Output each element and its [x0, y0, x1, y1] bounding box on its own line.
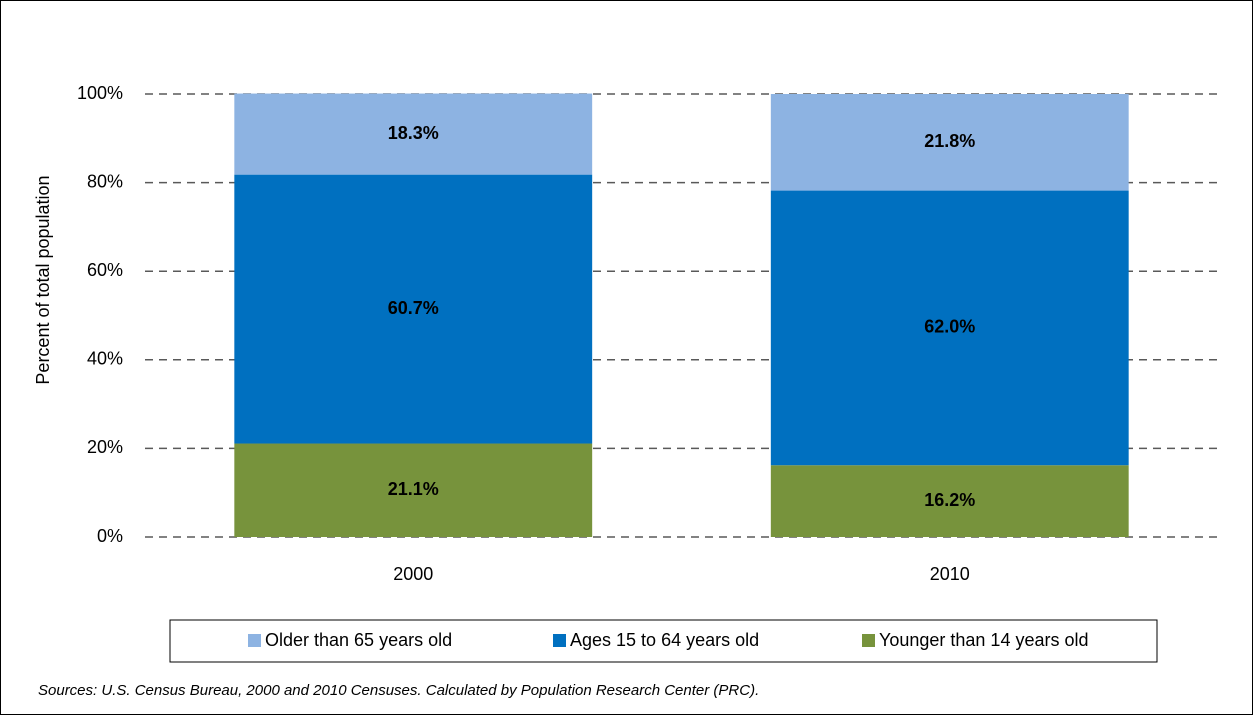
legend-box [169, 619, 1158, 663]
legend-label: Older than 65 years old [265, 630, 452, 650]
value-label: 18.3% [388, 123, 439, 143]
x-tick-label: 2000 [393, 564, 433, 584]
legend-swatch [862, 634, 875, 647]
y-tick-label: 60% [87, 260, 123, 280]
y-tick-label: 80% [87, 171, 123, 191]
y-tick-label: 0% [97, 526, 123, 546]
y-axis-label: Percent of total population [33, 175, 53, 384]
x-tick-label: 2010 [930, 564, 970, 584]
value-label: 21.1% [388, 479, 439, 499]
legend-swatch [553, 634, 566, 647]
bar-segment [770, 190, 1129, 466]
legend-label: Ages 15 to 64 years old [570, 630, 759, 650]
y-tick-label: 100% [77, 83, 123, 103]
bar-segment [234, 443, 593, 537]
bar-segment [234, 93, 593, 175]
legend-label: Younger than 14 years old [879, 630, 1089, 650]
source-note: Sources: U.S. Census Bureau, 2000 and 20… [38, 682, 759, 699]
bar-segment [770, 465, 1129, 537]
value-label: 16.2% [924, 490, 975, 510]
bar-segment [770, 94, 1129, 191]
value-label: 60.7% [388, 298, 439, 318]
legend-swatch [248, 634, 261, 647]
value-label: 62.0% [924, 317, 975, 337]
bar-segment [234, 174, 593, 444]
value-label: 21.8% [924, 131, 975, 151]
y-tick-label: 20% [87, 437, 123, 457]
y-tick-label: 40% [87, 349, 123, 369]
